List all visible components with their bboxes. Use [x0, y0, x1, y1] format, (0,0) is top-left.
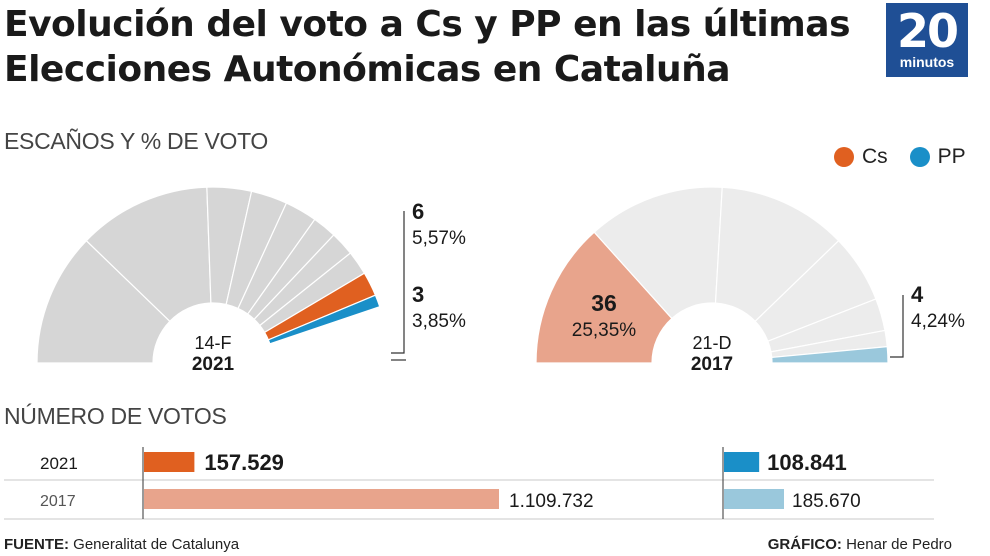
seats-label-cs-2017: 36: [591, 290, 617, 316]
source-value: Generalitat de Catalunya: [73, 536, 240, 553]
legend-item-cs: Cs: [834, 145, 888, 169]
section-seats-heading: ESCAÑOS Y % DE VOTO: [4, 128, 268, 154]
legend-swatch-cs: [834, 147, 854, 167]
legend-swatch-pp: [909, 147, 930, 167]
callout-line-pp-2017: [890, 295, 904, 358]
legend-label-cs: Cs: [862, 145, 888, 168]
date-label-2017: 21-D: [692, 333, 731, 353]
year-label-2021: 2021: [192, 354, 235, 375]
logo-number: 20: [896, 4, 959, 58]
seats-label-pp-2021: 3: [412, 282, 424, 307]
seat-sector-cs-2017: [535, 231, 673, 364]
value-label-pp-2017: 185.670: [792, 491, 861, 512]
title-line-1: Evolución del voto a Cs y PP en las últi…: [4, 4, 851, 45]
year-label-2017: 2017: [691, 354, 733, 375]
title-line-2: Elecciones Autonómicas en Cataluña: [4, 49, 731, 90]
credit-label: GRÁFICO:: [767, 536, 842, 553]
footer-credit: GRÁFICO: Henar de Pedro: [768, 536, 952, 553]
legend: Cs PP: [834, 145, 988, 169]
seat-sector-other-1-2021: [36, 239, 171, 364]
seat-sector-other-1-2017: [593, 186, 723, 320]
value-label-cs-2017: 1.109.732: [509, 491, 594, 512]
legend-item-pp: PP: [909, 145, 966, 169]
pct-label-cs-2017: 25,35%: [572, 320, 637, 341]
seat-sector-pp-2021: [267, 294, 381, 345]
logo-word: minutos: [899, 54, 955, 70]
seat-sector-other-2-2017: [714, 186, 840, 323]
legend-label-pp: PP: [937, 145, 966, 168]
seats-label-pp-2017: 4: [911, 282, 924, 307]
pct-label-pp-2017: 4,24%: [911, 311, 965, 332]
bar-pp-2017: [724, 489, 784, 509]
bar-cs-2017: [144, 489, 499, 509]
footer-source: FUENTE: Generalitat de Catalunya: [4, 536, 239, 553]
value-label-pp-2021: 108.841: [767, 450, 847, 475]
credit-value: Henar de Pedro: [846, 536, 952, 553]
bar-cs-2021: [144, 452, 195, 472]
chart-title: Evolución del voto a Cs y PP en las últi…: [4, 2, 864, 92]
seat-sector-other-2-2021: [85, 186, 212, 323]
seat-sector-pp-2017: [771, 345, 889, 364]
section-votes-heading: NÚMERO DE VOTOS: [4, 403, 227, 429]
pct-label-pp-2021: 3,85%: [412, 311, 466, 332]
seats-label-cs-2021: 6: [412, 199, 424, 224]
value-label-cs-2021: 157.529: [204, 450, 284, 475]
date-label-2021: 14-F: [194, 333, 231, 353]
brand-logo: 20 minutos: [886, 3, 968, 77]
callout-line-cs-2021: [391, 211, 405, 354]
row-label-2021: 2021: [40, 454, 78, 473]
pct-label-cs-2021: 5,57%: [412, 228, 466, 249]
row-label-2017: 2017: [40, 493, 76, 510]
bar-pp-2021: [724, 452, 760, 472]
source-label: FUENTE:: [4, 536, 69, 553]
